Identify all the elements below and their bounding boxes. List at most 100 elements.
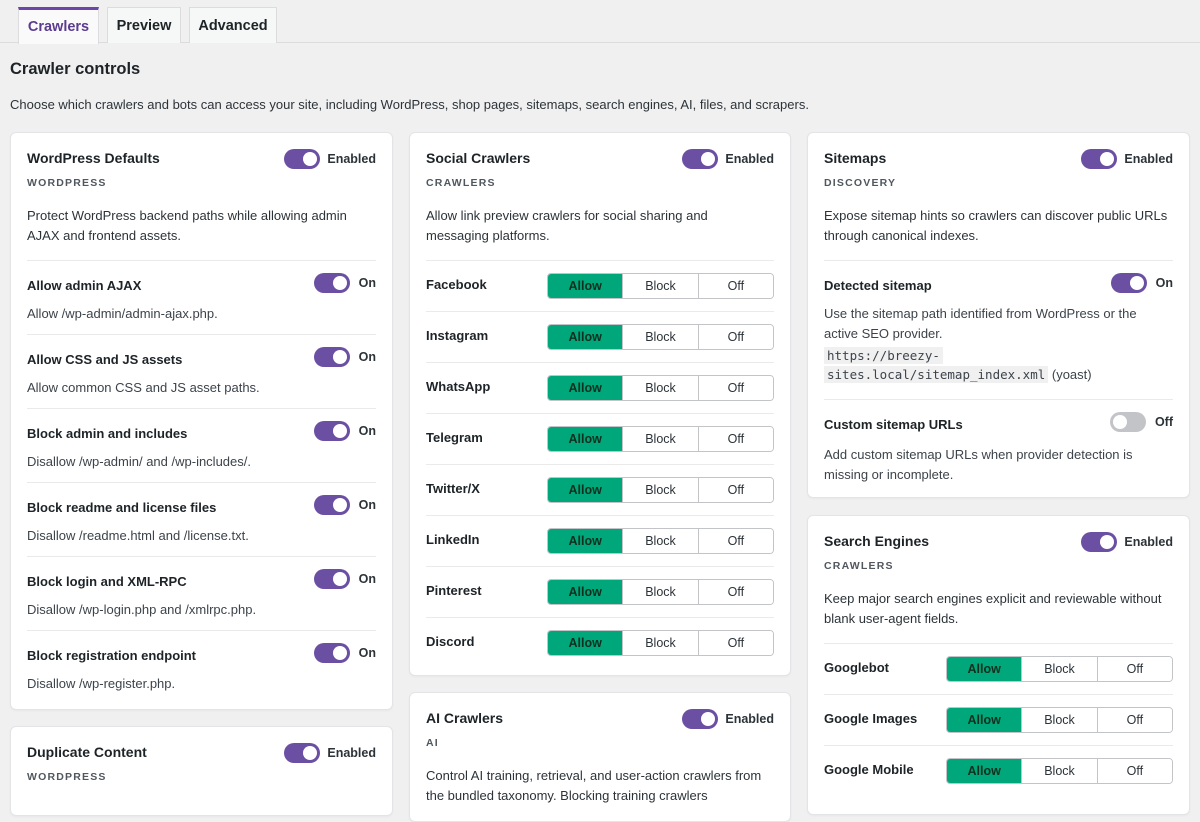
toggle-switch[interactable]	[313, 495, 350, 515]
option-allow-button[interactable]: Allow	[548, 325, 623, 349]
tab-crawlers[interactable]: Crawlers	[18, 7, 99, 44]
toggle-switch[interactable]	[1110, 273, 1147, 293]
option-off-button[interactable]: Off	[697, 529, 773, 553]
setting-row: Allow admin AJAX Allow /wp-admin/admin-a…	[27, 260, 376, 334]
crawler-row: Googlebot Allow Block Off	[824, 643, 1173, 694]
crawler-row: Pinterest Allow Block Off	[426, 566, 774, 617]
card-description: Control AI training, retrieval, and user…	[426, 768, 762, 803]
option-block-button[interactable]: Block	[1021, 708, 1097, 732]
setting-toggle[interactable]: On	[313, 273, 376, 293]
option-block-button[interactable]: Block	[622, 631, 698, 655]
option-allow-button[interactable]: Allow	[548, 631, 623, 655]
setting-title: Block login and XML-RPC	[27, 574, 187, 589]
option-block-button[interactable]: Block	[622, 529, 698, 553]
option-off-button[interactable]: Off	[697, 478, 773, 502]
crawler-name: LinkedIn	[426, 532, 480, 547]
option-off-button[interactable]: Off	[1096, 657, 1172, 681]
option-block-button[interactable]: Block	[622, 580, 698, 604]
option-off-button[interactable]: Off	[697, 274, 773, 298]
option-block-button[interactable]: Block	[622, 427, 698, 451]
toggle-switch[interactable]	[682, 149, 719, 169]
option-off-button[interactable]: Off	[1096, 708, 1172, 732]
wordpress-defaults-card: WordPress Defaults WORDPRESS Enabled Pro…	[10, 132, 393, 710]
toggle-switch[interactable]	[1109, 412, 1146, 432]
option-block-button[interactable]: Block	[622, 274, 698, 298]
setting-toggle[interactable]: Off	[1109, 412, 1173, 432]
tab-advanced[interactable]: Advanced	[189, 7, 277, 43]
option-allow-button[interactable]: Allow	[947, 657, 1022, 681]
sitemap-url: https://breezy- sites.local/sitemap_inde…	[824, 346, 1169, 384]
toggle-switch[interactable]	[284, 149, 321, 169]
setting-description: Allow common CSS and JS asset paths.	[27, 380, 260, 395]
access-segmented-control: Allow Block Off	[946, 758, 1173, 784]
card-enable-toggle[interactable]: Enabled	[284, 149, 376, 169]
option-off-button[interactable]: Off	[1096, 759, 1172, 783]
setting-toggle[interactable]: On	[1110, 273, 1173, 293]
card-enable-toggle[interactable]: Enabled	[284, 743, 376, 763]
toggle-switch[interactable]	[313, 273, 350, 293]
option-allow-button[interactable]: Allow	[947, 708, 1022, 732]
option-allow-button[interactable]: Allow	[947, 759, 1022, 783]
crawler-row: LinkedIn Allow Block Off	[426, 515, 774, 566]
option-allow-button[interactable]: Allow	[548, 580, 623, 604]
social-crawlers-card: Social Crawlers CRAWLERS Enabled Allow l…	[409, 132, 791, 676]
option-block-button[interactable]: Block	[622, 376, 698, 400]
card-enable-toggle[interactable]: Enabled	[1081, 149, 1173, 169]
option-block-button[interactable]: Block	[1021, 759, 1097, 783]
option-allow-button[interactable]: Allow	[548, 427, 623, 451]
option-off-button[interactable]: Off	[697, 580, 773, 604]
toggle-switch[interactable]	[313, 569, 350, 589]
toggle-switch[interactable]	[1081, 532, 1118, 552]
crawler-name: WhatsApp	[426, 379, 491, 394]
toggle-switch[interactable]	[1081, 149, 1118, 169]
setting-description: Add custom sitemap URLs when provider de…	[824, 447, 1133, 482]
setting-toggle[interactable]: On	[313, 421, 376, 441]
setting-toggle[interactable]: On	[313, 495, 376, 515]
toggle-state: Off	[1154, 415, 1173, 429]
crawler-name: Instagram	[426, 328, 489, 343]
toggle-state: On	[358, 350, 376, 364]
tab-bar: Crawlers Preview Advanced	[0, 0, 1200, 44]
card-description: Allow link preview crawlers for social s…	[426, 208, 708, 243]
sitemap-url-line1: https://breezy-	[824, 347, 943, 364]
option-block-button[interactable]: Block	[1021, 657, 1097, 681]
setting-description: Disallow /wp-login.php and /xmlrpc.php.	[27, 602, 257, 617]
option-allow-button[interactable]: Allow	[548, 376, 623, 400]
option-off-button[interactable]: Off	[697, 325, 773, 349]
setting-row: Allow CSS and JS assets Allow common CSS…	[27, 334, 376, 408]
card-description: Expose sitemap hints so crawlers can dis…	[824, 208, 1168, 243]
option-off-button[interactable]: Off	[697, 631, 773, 655]
setting-title: Allow CSS and JS assets	[27, 352, 183, 367]
option-off-button[interactable]: Off	[697, 376, 773, 400]
crawler-row: Google Images Allow Block Off	[824, 694, 1173, 745]
toggle-switch[interactable]	[313, 347, 350, 367]
crawler-name: Googlebot	[824, 660, 889, 675]
toggle-switch[interactable]	[284, 743, 321, 763]
access-segmented-control: Allow Block Off	[547, 579, 774, 605]
crawler-row: Facebook Allow Block Off	[426, 260, 774, 311]
option-allow-button[interactable]: Allow	[548, 529, 623, 553]
option-block-button[interactable]: Block	[622, 478, 698, 502]
toggle-switch[interactable]	[313, 421, 350, 441]
setting-toggle[interactable]: On	[313, 569, 376, 589]
option-allow-button[interactable]: Allow	[548, 274, 623, 298]
tab-preview[interactable]: Preview	[107, 7, 181, 43]
crawler-name: Google Images	[824, 711, 918, 726]
option-block-button[interactable]: Block	[622, 325, 698, 349]
page-description: Choose which crawlers and bots can acces…	[10, 97, 809, 112]
toggle-label: Enabled	[725, 712, 774, 726]
setting-toggle[interactable]: On	[313, 347, 376, 367]
option-allow-button[interactable]: Allow	[548, 478, 623, 502]
card-enable-toggle[interactable]: Enabled	[1081, 532, 1173, 552]
ai-crawlers-card: AI Crawlers AI Enabled Control AI traini…	[409, 692, 791, 822]
custom-sitemap-row: Custom sitemap URLs Off Add custom sitem…	[824, 399, 1173, 489]
card-description: Protect WordPress backend paths while al…	[27, 208, 347, 243]
option-off-button[interactable]: Off	[697, 427, 773, 451]
card-enable-toggle[interactable]: Enabled	[682, 709, 774, 729]
crawler-name: Google Mobile	[824, 762, 914, 777]
setting-toggle[interactable]: On	[313, 643, 376, 663]
card-enable-toggle[interactable]: Enabled	[682, 149, 774, 169]
crawler-name: Pinterest	[426, 583, 482, 598]
toggle-switch[interactable]	[313, 643, 350, 663]
toggle-switch[interactable]	[682, 709, 719, 729]
